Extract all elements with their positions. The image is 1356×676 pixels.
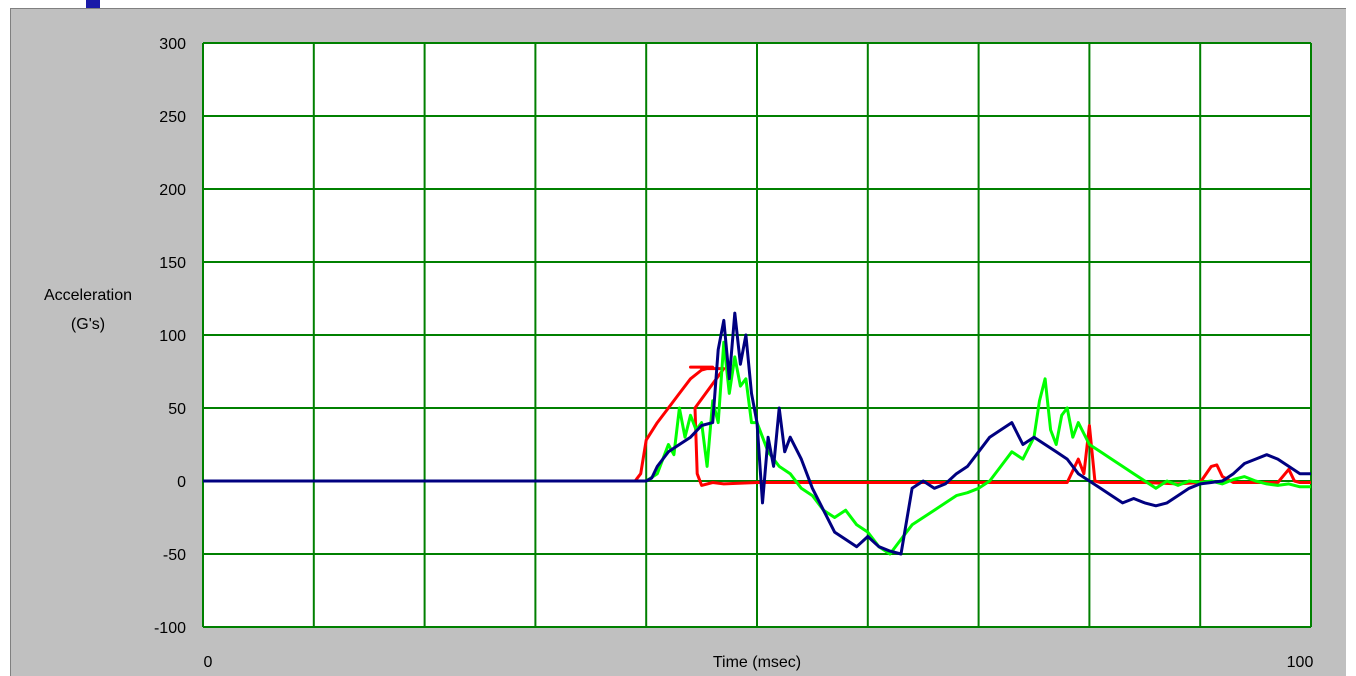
series-line-2 bbox=[203, 340, 1311, 556]
y-tick-label: 100 bbox=[159, 328, 186, 345]
series-layer bbox=[203, 311, 1311, 556]
y-tick-label: 300 bbox=[159, 36, 186, 53]
y-axis-label-line1: Acceleration bbox=[44, 287, 132, 304]
y-tick-label: -50 bbox=[163, 547, 186, 564]
series-line-1 bbox=[203, 365, 1311, 487]
y-tick-label: 200 bbox=[159, 182, 186, 199]
y-axis-label-line2: (G's) bbox=[71, 316, 105, 333]
y-tick-labels: 300 250 200 150 100 50 0 -50 -100 bbox=[154, 36, 186, 637]
x-axis-label: Time (msec) bbox=[713, 654, 801, 671]
y-tick-label: -100 bbox=[154, 620, 186, 637]
y-tick-label: 150 bbox=[159, 255, 186, 272]
y-tick-label: 0 bbox=[177, 474, 186, 491]
x-tick-label-start: 0 bbox=[204, 654, 213, 671]
series-line-3 bbox=[203, 311, 1311, 556]
y-tick-label: 250 bbox=[159, 109, 186, 126]
y-tick-label: 50 bbox=[168, 401, 186, 418]
x-tick-label-end: 100 bbox=[1287, 654, 1314, 671]
top-strip bbox=[0, 0, 1356, 8]
